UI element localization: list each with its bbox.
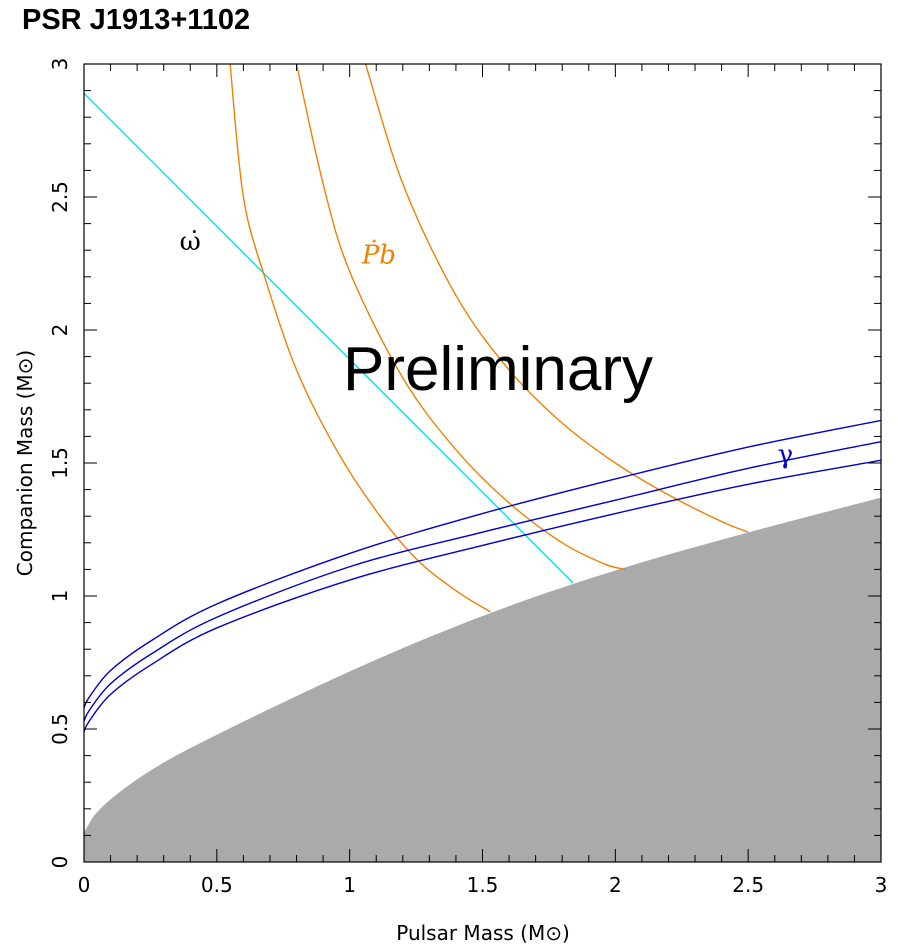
excluded-region (84, 497, 881, 862)
y-tick-label: 3 (48, 58, 72, 71)
ticks-layer: 0 0.5 1 1.5 2 2.5 3 0 0.5 1 1.5 2 2.5 3 (48, 58, 887, 897)
series-label-2: γ (778, 440, 794, 470)
y-tick-label: 2.5 (48, 181, 72, 213)
x-axis-label: Pulsar Mass (M⊙) (396, 921, 570, 945)
series-2-curve-1 (84, 441, 881, 722)
y-tick-label: 2 (48, 324, 72, 337)
y-axis-label: Companion Mass (M⊙) (13, 350, 37, 576)
excluded-region-layer (84, 497, 881, 862)
y-tick-label: 1 (48, 590, 72, 603)
series-labels-layer: ω̇ Ṗb γ (180, 227, 793, 470)
x-tick-label: 3 (875, 873, 888, 897)
y-tick-label: 0.5 (48, 713, 72, 745)
x-tick-label: 2.5 (732, 873, 764, 897)
series-layer (84, 64, 881, 732)
series-label-1: Ṗb (361, 240, 396, 271)
page-title: PSR J1913+1102 (22, 4, 251, 36)
series-2-curve-2 (84, 459, 881, 732)
series-2-curve-0 (84, 419, 881, 709)
x-tick-label: 0.5 (201, 873, 233, 897)
series-1-curve-2 (364, 64, 749, 533)
x-tick-label: 0 (78, 873, 91, 897)
preliminary-annotation: Preliminary (343, 335, 653, 404)
x-tick-label: 2 (609, 873, 622, 897)
y-tick-label: 1.5 (48, 447, 72, 479)
x-tick-label: 1 (343, 873, 356, 897)
series-1-curve-0 (229, 64, 491, 613)
x-tick-label: 1.5 (467, 873, 499, 897)
series-label-0: ω̇ (180, 227, 201, 257)
y-tick-label: 0 (48, 856, 72, 869)
series-1-curve-1 (295, 64, 627, 571)
